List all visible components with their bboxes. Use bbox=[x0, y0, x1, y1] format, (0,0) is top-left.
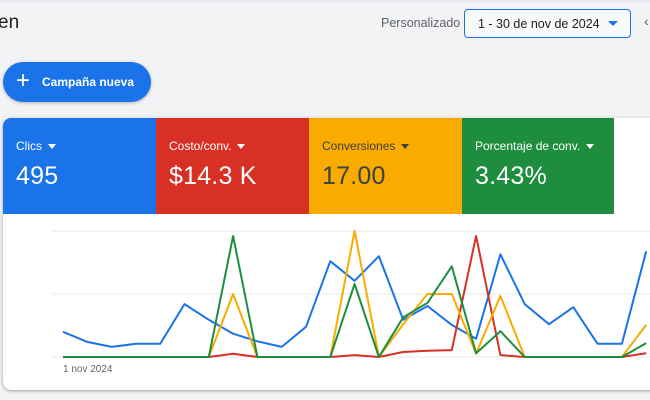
new-campaign-button[interactable]: + Campaña nueva bbox=[3, 62, 151, 102]
page-title: en bbox=[0, 12, 20, 33]
metric-value: $14.3 K bbox=[169, 162, 257, 190]
metric-label: Conversiones bbox=[322, 139, 396, 153]
metric-card-cost-per-conversion[interactable]: Costo/conv. $14.3 K bbox=[156, 118, 309, 214]
series-line-clics bbox=[62, 250, 648, 348]
metric-card-conversions[interactable]: Conversiones 17.00 bbox=[309, 118, 462, 214]
performance-line-chart[interactable] bbox=[3, 214, 650, 390]
dropdown-caret-icon bbox=[608, 21, 618, 26]
previous-period-arrow-icon[interactable]: ‹ bbox=[644, 13, 649, 29]
date-range-value: 1 - 30 de nov de 2024 bbox=[478, 16, 600, 31]
metric-value: 17.00 bbox=[322, 162, 386, 190]
top-divider bbox=[0, 0, 650, 3]
metric-value: 3.43% bbox=[475, 162, 547, 190]
dropdown-caret-icon[interactable] bbox=[401, 144, 410, 149]
new-campaign-label: Campaña nueva bbox=[42, 75, 135, 89]
date-range-dropdown[interactable]: 1 - 30 de nov de 2024 bbox=[464, 9, 631, 38]
x-axis-start-label: 1 nov 2024 bbox=[63, 364, 113, 375]
metric-label: Porcentaje de conv. bbox=[475, 139, 581, 153]
metric-card-conversion-rate[interactable]: Porcentaje de conv. 3.43% bbox=[462, 118, 614, 214]
dropdown-caret-icon[interactable] bbox=[237, 144, 246, 149]
metric-cards: Clics 495 Costo/conv. $14.3 K Conversion… bbox=[3, 118, 614, 214]
metric-label: Clics bbox=[16, 139, 42, 153]
metric-label: Costo/conv. bbox=[169, 139, 232, 153]
metric-value: 495 bbox=[16, 162, 59, 190]
chart-series bbox=[62, 230, 648, 358]
series-line-costo-conv- bbox=[63, 235, 647, 358]
date-range-preset-label: Personalizado bbox=[381, 16, 461, 30]
series-line-porcentaje-de-conv- bbox=[63, 235, 647, 358]
plus-icon: + bbox=[15, 67, 30, 94]
dropdown-caret-icon[interactable] bbox=[586, 144, 595, 149]
dropdown-caret-icon[interactable] bbox=[48, 144, 56, 149]
metric-card-clicks[interactable]: Clics 495 bbox=[3, 118, 156, 214]
performance-card: Clics 495 Costo/conv. $14.3 K Conversion… bbox=[3, 118, 650, 390]
